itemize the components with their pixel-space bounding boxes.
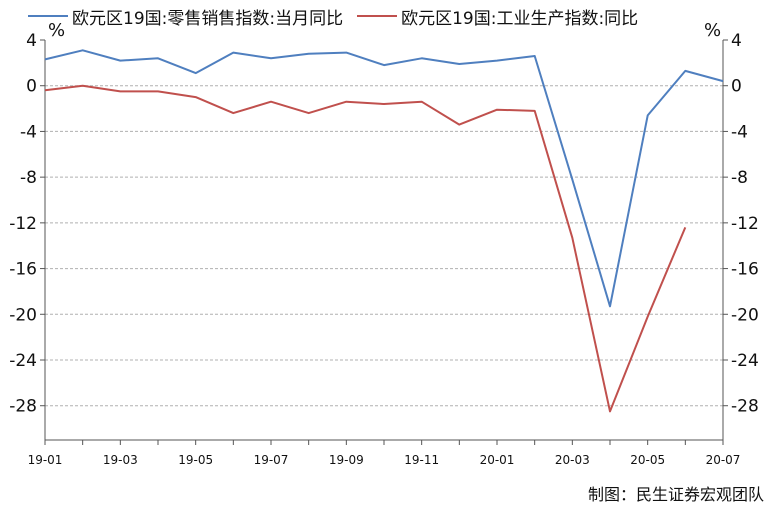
y-tick-label-left: -8 (20, 168, 37, 188)
right-axis-unit: % (704, 20, 722, 41)
x-tick-label: 20-01 (480, 453, 515, 467)
x-tick-label: 20-03 (555, 453, 590, 467)
legend-label-industrial: 欧元区19国:工业生产指数:同比 (401, 8, 639, 29)
legend-label-retail: 欧元区19国:零售销售指数:当月同比 (72, 8, 344, 29)
y-tick-label-left: -24 (9, 351, 37, 371)
x-tick-label: 19-01 (28, 453, 63, 467)
series-line-industrial (44, 84, 687, 413)
legend-swatch-retail (28, 15, 68, 17)
x-tick-label: 20-05 (630, 453, 665, 467)
y-tick-label-left: -4 (20, 122, 37, 142)
y-tick-label-left: -16 (9, 260, 37, 280)
y-tick-label-right: 4 (731, 31, 742, 51)
y-tick-label-right: -20 (731, 305, 759, 325)
y-tick-label-right: -4 (731, 122, 748, 142)
x-tick-label: 20-07 (706, 453, 741, 467)
y-tick-label-right: -8 (731, 168, 748, 188)
y-tick-label-right: 0 (731, 77, 742, 97)
y-tick-label-right: -12 (731, 214, 759, 234)
y-tick-label-left: 0 (26, 77, 37, 97)
legend-swatch-industrial (357, 15, 398, 17)
y-tick-label-left: -12 (9, 214, 37, 234)
left-axis-unit: % (48, 20, 66, 41)
x-tick-label: 19-09 (329, 453, 364, 467)
x-tick-label: 19-03 (103, 453, 138, 467)
x-tick-label: 19-05 (178, 453, 213, 467)
chart-legend: 欧元区19国:零售销售指数:当月同比 欧元区19国:工业生产指数:同比 (28, 4, 652, 29)
y-tick-label-right: -28 (731, 397, 759, 417)
legend-item-industrial: 欧元区19国:工业生产指数:同比 (357, 4, 638, 29)
series-line-retail (44, 49, 724, 308)
x-tick-label: 19-07 (254, 453, 289, 467)
x-tick-label: 19-11 (404, 453, 439, 467)
y-tick-label-left: -28 (9, 397, 37, 417)
y-tick-label-right: -24 (731, 351, 759, 371)
y-tick-label-left: 4 (26, 31, 37, 51)
legend-item-retail: 欧元区19国:零售销售指数:当月同比 (28, 4, 343, 29)
y-tick-label-left: -20 (9, 305, 37, 325)
y-tick-label-right: -16 (731, 260, 759, 280)
chart-credit: 制图：民生证券宏观团队 (587, 485, 764, 504)
